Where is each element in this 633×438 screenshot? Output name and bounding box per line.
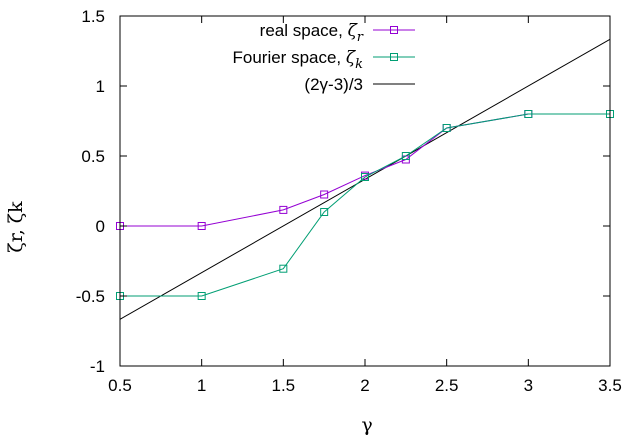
tick-marks [119, 15, 611, 367]
plot-border [119, 15, 611, 367]
series-1 [116, 110, 614, 300]
y-axis-title: ζr, ζk [5, 201, 27, 253]
legend-swatch-marker [390, 26, 398, 34]
data-point [320, 208, 329, 216]
y-axis-title-text: ζr, ζk [5, 201, 27, 253]
data-point [524, 110, 533, 118]
y-tick-label: 0.5 [81, 147, 105, 166]
data-point [320, 190, 329, 199]
legend-entry: (2γ-3)/3 [304, 75, 415, 94]
y-tick-label: -1 [90, 357, 105, 376]
x-tick-label: 2 [360, 376, 369, 395]
y-tick-label: 0 [96, 217, 105, 236]
legend-label: (2γ-3)/3 [304, 75, 363, 94]
plot-marks [116, 38, 614, 320]
y-tick-label: 1.5 [81, 7, 105, 26]
x-tick-label: 0.5 [108, 376, 132, 395]
data-point [401, 152, 410, 160]
legend-entry: Fourier space, ζk [233, 48, 415, 72]
legend-entry: real space, ζr [260, 21, 415, 45]
x-tick-label: 3.5 [598, 376, 622, 395]
y-tick-label: 1 [96, 77, 105, 96]
legend-label: real space, ζr [260, 21, 364, 45]
legend: real space, ζr Fourier space, ζk (2γ-3)/3 [233, 21, 415, 94]
data-point [197, 292, 206, 300]
x-tick-label: 1 [197, 376, 206, 395]
series-line [120, 113, 610, 297]
plot-frame [119, 15, 611, 367]
data-point [361, 173, 369, 181]
legend-label: Fourier space, ζk [233, 48, 364, 72]
x-axis-title: γ [361, 414, 372, 436]
x-tick-label: 1.5 [272, 376, 296, 395]
series-line [120, 113, 610, 227]
data-point [279, 205, 288, 214]
data-point [442, 124, 451, 132]
series-0 [116, 110, 614, 230]
y-tick-label: -0.5 [76, 287, 105, 306]
tick-labels: 0.5 1 1.5 2 2.5 3 3.5 -1 -0.5 0 0.5 1 1.5 [76, 7, 622, 395]
data-point [197, 222, 206, 230]
legend-swatch-marker [390, 53, 398, 61]
data-point [279, 264, 288, 273]
x-tick-label: 2.5 [435, 376, 459, 395]
x-tick-label: 3 [524, 376, 533, 395]
